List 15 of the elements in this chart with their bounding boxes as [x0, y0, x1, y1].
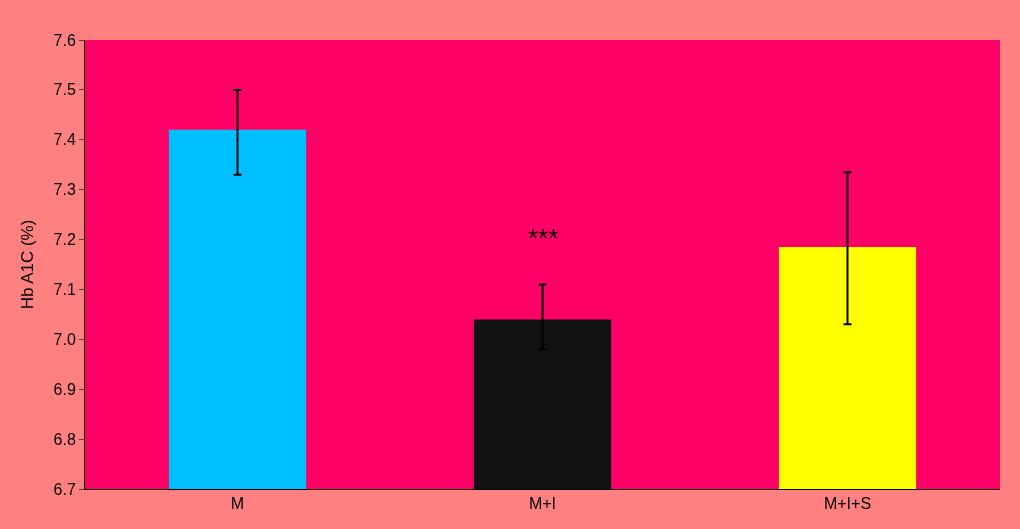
x-tick-label: M — [230, 495, 245, 513]
y-tick-label: 6.8 — [53, 430, 76, 448]
y-tick-label: 6.9 — [53, 380, 76, 398]
annotation: *** — [528, 223, 559, 253]
y-tick-label: 7.6 — [53, 31, 76, 49]
x-tick-label: M+I+S — [823, 495, 872, 513]
y-tick-label: 7.3 — [53, 181, 76, 199]
x-tick-label: M+I — [528, 495, 557, 513]
y-tick-label: 7.4 — [53, 131, 76, 149]
y-tick-label: 7.0 — [53, 330, 76, 348]
y-tick-label: 7.5 — [53, 81, 76, 99]
y-tick-label: 7.2 — [53, 231, 76, 249]
y-tick-label: 7.1 — [53, 281, 76, 299]
y-tick-label: 6.7 — [53, 480, 76, 498]
y-axis-title: Hb A1C (%) — [18, 219, 38, 310]
